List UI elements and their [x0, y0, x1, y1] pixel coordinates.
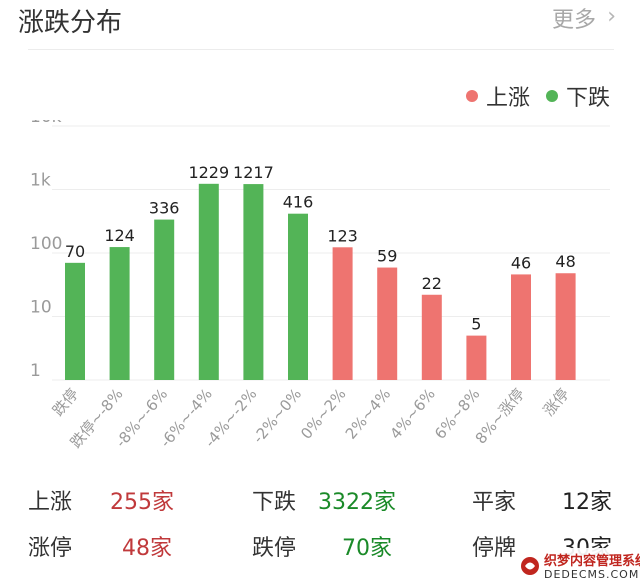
bar	[154, 219, 175, 380]
stats-panel: 上涨 255家 下跌 3322家 平家 12家 涨停 48家 跌停 70家 停牌…	[0, 470, 640, 588]
data-label: 336	[149, 199, 180, 218]
data-label: 46	[511, 253, 531, 272]
data-label: 59	[377, 247, 397, 266]
stat-limit-down-label: 跌停	[252, 536, 297, 561]
stat-flat-label: 平家	[472, 490, 517, 515]
x-tick-label: 0%~2%	[297, 385, 349, 443]
watermark: 织梦内容管理系统 DEDECMS.COM	[516, 548, 640, 588]
chevron-right-icon[interactable]: ›	[607, 4, 616, 29]
data-label: 48	[555, 252, 575, 271]
dedecms-logo-icon	[521, 557, 539, 575]
bar	[288, 213, 308, 380]
stat-suspended-label: 停牌	[472, 536, 517, 561]
legend-down-label: 下跌	[565, 86, 610, 111]
header: 涨跌分布 更多 ›	[0, 0, 640, 48]
x-tick-label: 跌停	[49, 385, 82, 420]
y-tick-label: 100	[30, 234, 62, 254]
bar	[332, 247, 353, 380]
up-dot-icon	[465, 90, 478, 102]
data-label: 124	[104, 226, 135, 245]
bar	[377, 267, 398, 380]
bar	[466, 335, 487, 380]
legend-item-up: 上涨	[465, 80, 530, 112]
stat-up-value: 255家	[110, 490, 174, 515]
bar	[109, 247, 130, 380]
bar	[511, 274, 531, 380]
chart-legend: 上涨 下跌	[450, 80, 610, 112]
header-divider	[28, 49, 614, 50]
stat-down-value: 3322家	[318, 490, 396, 515]
down-dot-icon	[545, 90, 558, 102]
bar	[421, 294, 442, 380]
page-title: 涨跌分布	[18, 8, 123, 38]
x-tick-label: 4%~6%	[386, 385, 438, 443]
y-tick-label: 10	[30, 298, 52, 318]
x-tick-label: 2%~4%	[342, 385, 394, 443]
stat-limit-down-value: 70家	[342, 536, 392, 561]
stat-up-label: 上涨	[28, 490, 73, 515]
watermark-line2: DEDECMS.COM	[544, 568, 640, 581]
bar	[65, 262, 85, 380]
more-link[interactable]: 更多	[551, 8, 596, 33]
bar	[555, 273, 576, 380]
stat-limit-up-value: 48家	[122, 536, 172, 561]
data-label: 5	[471, 315, 481, 334]
y-tick-label: 10k	[30, 120, 62, 127]
stat-down-label: 下跌	[252, 490, 297, 515]
stat-flat-value: 12家	[562, 490, 612, 515]
data-label: 70	[65, 242, 85, 261]
x-tick-label: 涨停	[540, 385, 573, 420]
legend-up-label: 上涨	[485, 86, 530, 111]
data-label: 1229	[188, 163, 229, 182]
data-label: 123	[327, 226, 358, 245]
data-label: 1217	[233, 163, 274, 182]
y-tick-label: 1	[30, 361, 41, 381]
data-label: 22	[422, 274, 442, 293]
distribution-chart: 1101001k10k70跌停124跌停~-8%336-8%~-6%1229-6…	[30, 120, 610, 452]
data-label: 416	[283, 193, 314, 212]
watermark-line1: 织梦内容管理系统	[544, 554, 640, 569]
stat-limit-up-label: 涨停	[28, 536, 73, 561]
bar	[243, 184, 264, 380]
legend-item-down: 下跌	[545, 80, 610, 112]
bar	[198, 183, 219, 380]
y-tick-label: 1k	[30, 171, 51, 191]
